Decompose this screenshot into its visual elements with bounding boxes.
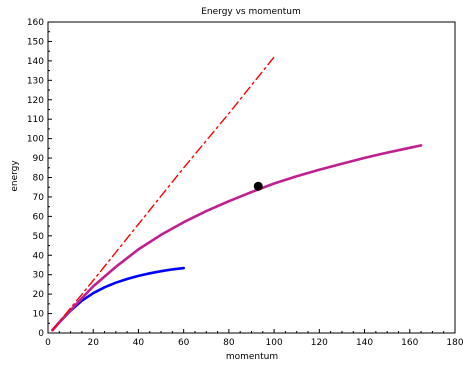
- x-tick-label: 20: [87, 338, 99, 348]
- x-tick-label: 120: [311, 338, 328, 348]
- x-tick-label: 0: [45, 338, 51, 348]
- series-line-1: [51, 266, 185, 332]
- x-tick-label: 140: [356, 338, 373, 348]
- marker-layer: [253, 181, 263, 191]
- y-tick-label: 40: [33, 251, 45, 261]
- x-tick-label: 180: [446, 338, 463, 348]
- y-tick-label: 130: [27, 76, 44, 86]
- x-tick-label: 60: [178, 338, 190, 348]
- series-line-2: [51, 144, 423, 332]
- y-axis: 0 10 20 30 40 50 60 70 80 90 100 110 120 130 140 150 160: [27, 18, 52, 339]
- x-axis: 0 20 40 60 80 100 120 140 160 180: [45, 329, 463, 348]
- x-tick-label: 80: [223, 338, 235, 348]
- y-tick-label: 140: [27, 57, 44, 67]
- series-layer: [51, 56, 423, 332]
- x-tick-label: 160: [401, 338, 418, 348]
- y-axis-title: energy: [10, 160, 20, 192]
- series-line-3: [51, 56, 275, 331]
- y-tick-label: 30: [33, 271, 45, 281]
- y-tick-label: 10: [33, 310, 45, 320]
- y-tick-label: 20: [33, 290, 45, 300]
- y-tick-label: 70: [33, 193, 45, 203]
- y-tick-label: 50: [33, 232, 45, 242]
- x-tick-label: 40: [133, 338, 145, 348]
- highlight-point: [253, 181, 263, 191]
- x-tick-label: 100: [266, 338, 283, 348]
- y-tick-label: 0: [38, 329, 44, 339]
- y-tick-label: 90: [33, 154, 45, 164]
- chart-title: Energy vs momentum: [201, 7, 301, 17]
- x-axis-title: momentum: [226, 352, 278, 362]
- y-tick-label: 80: [33, 174, 45, 184]
- y-tick-label: 110: [27, 115, 44, 125]
- y-tick-label: 100: [27, 135, 44, 145]
- y-tick-label: 160: [27, 18, 44, 28]
- y-tick-label: 150: [27, 37, 44, 47]
- y-tick-label: 60: [33, 212, 45, 222]
- y-tick-label: 120: [27, 96, 44, 106]
